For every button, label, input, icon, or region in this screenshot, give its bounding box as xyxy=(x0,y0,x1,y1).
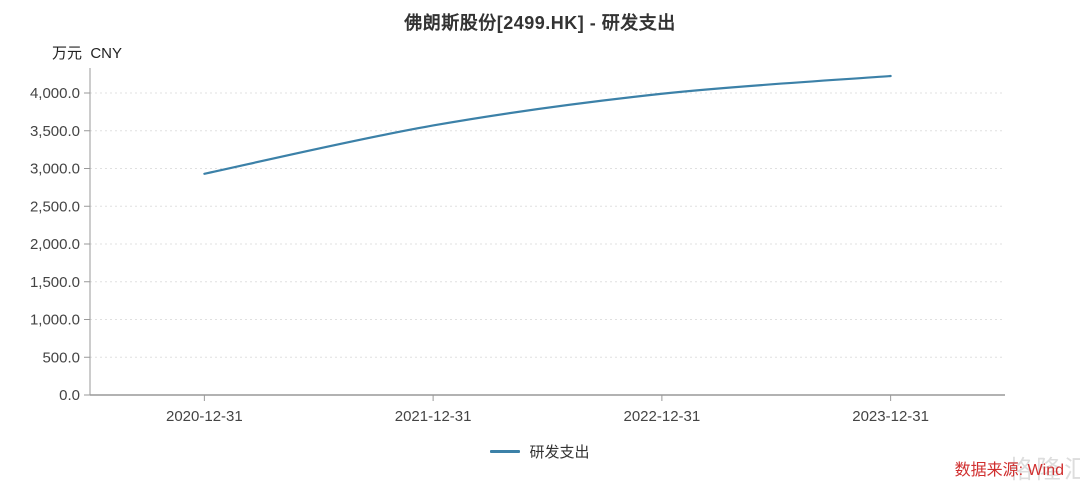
legend-item-rnd-expense[interactable]: 研发支出 xyxy=(0,441,1080,462)
y-axis-label: 500.0 xyxy=(42,349,80,366)
y-axis-label: 2,000.0 xyxy=(30,236,80,253)
x-axis-label: 2023-12-31 xyxy=(852,408,929,425)
y-axis-label: 1,500.0 xyxy=(30,274,80,291)
y-axis-label: 2,500.0 xyxy=(30,198,80,215)
legend-line-swatch xyxy=(490,450,521,453)
y-axis-label: 4,000.0 xyxy=(30,85,80,102)
rnd-expense-series-line xyxy=(203,74,892,175)
y-axis-label: 0.0 xyxy=(59,387,80,404)
x-axis-label: 2022-12-31 xyxy=(624,408,701,425)
y-axis-label: 3,000.0 xyxy=(30,161,80,178)
legend-label: 研发支出 xyxy=(529,444,590,461)
y-axis-label: 1,000.0 xyxy=(30,312,80,329)
watermark-logo: 格隆汇 xyxy=(1007,456,1080,484)
x-axis-label: 2021-12-31 xyxy=(395,408,472,425)
chart-title: 佛朗斯股份[2499.HK] - 研发支出 xyxy=(404,13,676,33)
data-source-label: 数据来源: Wind xyxy=(954,462,1064,479)
y-axis-unit-label: 万元 CNY xyxy=(52,45,123,62)
x-axis-label: 2020-12-31 xyxy=(166,408,243,425)
y-axis-label: 3,500.0 xyxy=(30,123,80,140)
